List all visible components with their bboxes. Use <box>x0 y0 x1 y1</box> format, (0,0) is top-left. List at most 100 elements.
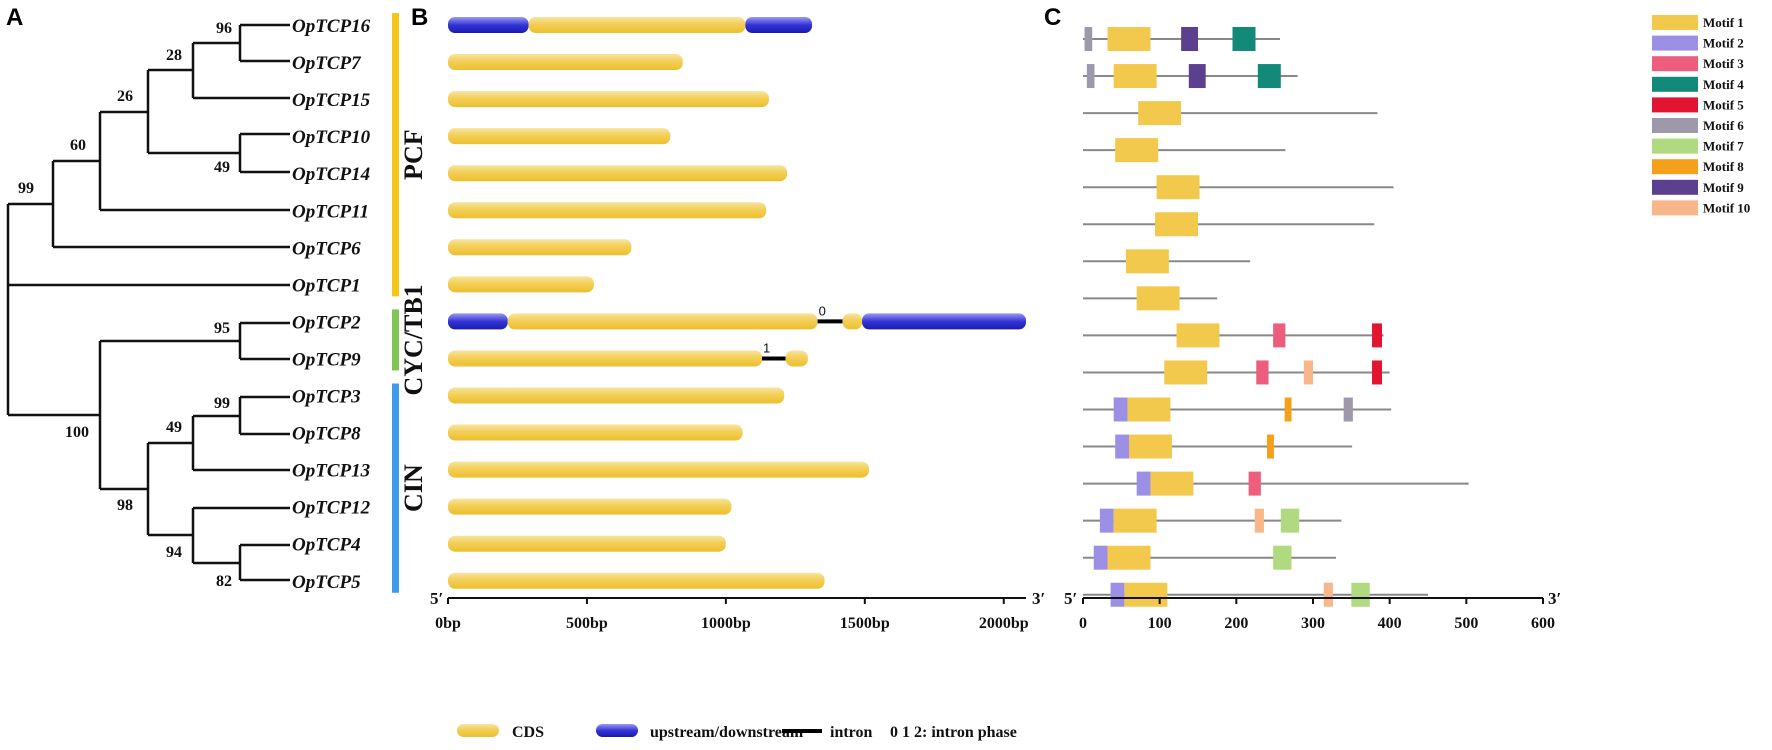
cds-block <box>448 165 788 182</box>
tree-gene-label: OpTCP14 <box>292 164 370 185</box>
tree-gene-label: OpTCP5 <box>292 572 361 593</box>
motif-1-block <box>1124 582 1168 607</box>
motif-1-block <box>1150 471 1194 496</box>
cds-block <box>448 461 869 478</box>
phylogenetic-tree: OpTCP16 OpTCP7 OpTCP15 OpTCP10 OpTCP14 OpTCP1… <box>6 16 371 593</box>
cds-block <box>528 17 746 33</box>
motif-axis: 0 100 200 300 400 500 600 5′ 3′ <box>1064 589 1561 632</box>
legend-phase-label: 0 1 2: intron phase <box>890 724 1017 741</box>
clade-bar <box>392 383 399 593</box>
tree-gene-label: OpTCP8 <box>292 424 361 445</box>
axis-tick-label: 500 <box>1454 615 1478 632</box>
gene-structure-axis: 0bp 500bp 1000bp 1500bp 2000bp 5′ 3′ <box>430 589 1045 632</box>
motif-1-block <box>1125 249 1169 274</box>
cds-block <box>448 387 785 404</box>
legend-motif-label: Motif 8 <box>1703 159 1744 174</box>
motif-9-block <box>1188 64 1206 89</box>
bootstrap-n99a: 99 <box>18 180 34 197</box>
cds-block <box>507 313 818 330</box>
motif-2-block <box>1113 397 1128 422</box>
tree-gene-label: OpTCP1 <box>292 275 361 296</box>
legend-motif-swatch <box>1652 159 1698 175</box>
intron-phase: 0 <box>819 303 826 318</box>
tree-gene-label: OpTCP16 <box>292 16 371 37</box>
tree-gene-label: OpTCP2 <box>292 312 361 333</box>
motif-1-block <box>1129 434 1172 459</box>
tree-gene-label: OpTCP7 <box>292 53 362 74</box>
bootstrap-n99b: 99 <box>214 395 230 412</box>
axis-tick-label: 1500bp <box>840 615 890 632</box>
bootstrap-n16-7: 96 <box>216 20 232 37</box>
bootstrap-n60: 60 <box>70 137 86 154</box>
cds-block <box>448 128 671 145</box>
clade-label: CIN <box>399 464 428 512</box>
clade-bar <box>392 13 399 297</box>
bootstrap-n49a: 49 <box>214 159 230 176</box>
motif-1-block <box>1156 175 1200 200</box>
cds-block <box>448 202 767 219</box>
motif-2-block <box>1099 508 1114 533</box>
motif-5-block <box>1372 360 1382 385</box>
legend-motif-swatch <box>1652 200 1698 216</box>
utr-block <box>862 313 1026 330</box>
motif-1-block <box>1113 64 1157 89</box>
legend-motif-label: Motif 10 <box>1703 200 1750 215</box>
tree-gene-label: OpTCP4 <box>292 535 361 556</box>
tree-gene-label: OpTCP6 <box>292 238 361 259</box>
bootstrap-n100: 100 <box>65 424 89 441</box>
axis-tick-label: 2000bp <box>979 615 1029 632</box>
motif-6-block <box>1084 27 1093 51</box>
legend-motif-swatch <box>1652 97 1698 113</box>
motif-1-block <box>1127 397 1171 422</box>
utr-block <box>448 17 529 33</box>
tree-gene-label: OpTCP11 <box>292 201 369 222</box>
bootstrap-n95: 95 <box>214 320 230 337</box>
legend-motif-swatch <box>1652 15 1698 30</box>
tree-gene-label: OpTCP3 <box>292 387 361 408</box>
tree-gene-label: OpTCP13 <box>292 461 370 482</box>
legend-utr-swatch <box>596 724 638 737</box>
axis-tick-label: 0bp <box>435 615 461 632</box>
cds-block <box>448 276 594 293</box>
clade-bar <box>392 309 399 371</box>
bootstrap-n82: 82 <box>216 573 232 590</box>
legend-cds-swatch <box>457 724 499 737</box>
utr-block <box>448 313 508 330</box>
cds-block <box>448 91 769 108</box>
legend-motif-label: Motif 2 <box>1703 36 1744 51</box>
axis-tick-label: 100 <box>1148 615 1172 632</box>
motif-2-block <box>1110 582 1125 607</box>
motif-1-block <box>1113 508 1157 533</box>
motif-1-block <box>1155 212 1198 237</box>
motif-4-block <box>1232 27 1256 51</box>
utr-block <box>745 17 813 33</box>
axis-5prime: 5′ <box>1064 589 1077 608</box>
motif-10-block <box>1254 508 1264 533</box>
tree-gene-label: OpTCP9 <box>292 349 361 370</box>
motif-9-block <box>1181 27 1198 51</box>
axis-5prime: 5′ <box>430 589 443 608</box>
axis-tick-label: 500bp <box>566 615 608 632</box>
motif-2-block <box>1093 545 1108 570</box>
motif-2-block <box>1136 471 1151 496</box>
motif-7-block <box>1273 545 1292 570</box>
clade-annotations: PCF CYC/TB1 CIN <box>392 13 428 593</box>
legend-motif-label: Motif 4 <box>1703 77 1744 92</box>
legend-motif-swatch <box>1652 118 1698 133</box>
cds-block <box>448 350 763 367</box>
bootstrap-n98: 98 <box>117 497 133 514</box>
panel-label-c: C <box>1044 4 1061 31</box>
legend-motif-swatch <box>1652 179 1698 195</box>
legend-motif-label: Motif 6 <box>1703 118 1744 133</box>
legend-motif-label: Motif 1 <box>1703 15 1744 30</box>
legend-motif-label: Motif 5 <box>1703 97 1744 112</box>
panel-label-a: A <box>6 4 23 31</box>
motif-7-block <box>1280 508 1300 533</box>
legend-cds-label: CDS <box>512 724 544 741</box>
legend-motif-swatch <box>1652 35 1698 51</box>
legend-motif-label: Motif 3 <box>1703 56 1744 71</box>
tree-gene-label: OpTCP12 <box>292 498 371 519</box>
motif-1-block <box>1115 138 1159 163</box>
motif-1-block <box>1107 27 1151 51</box>
